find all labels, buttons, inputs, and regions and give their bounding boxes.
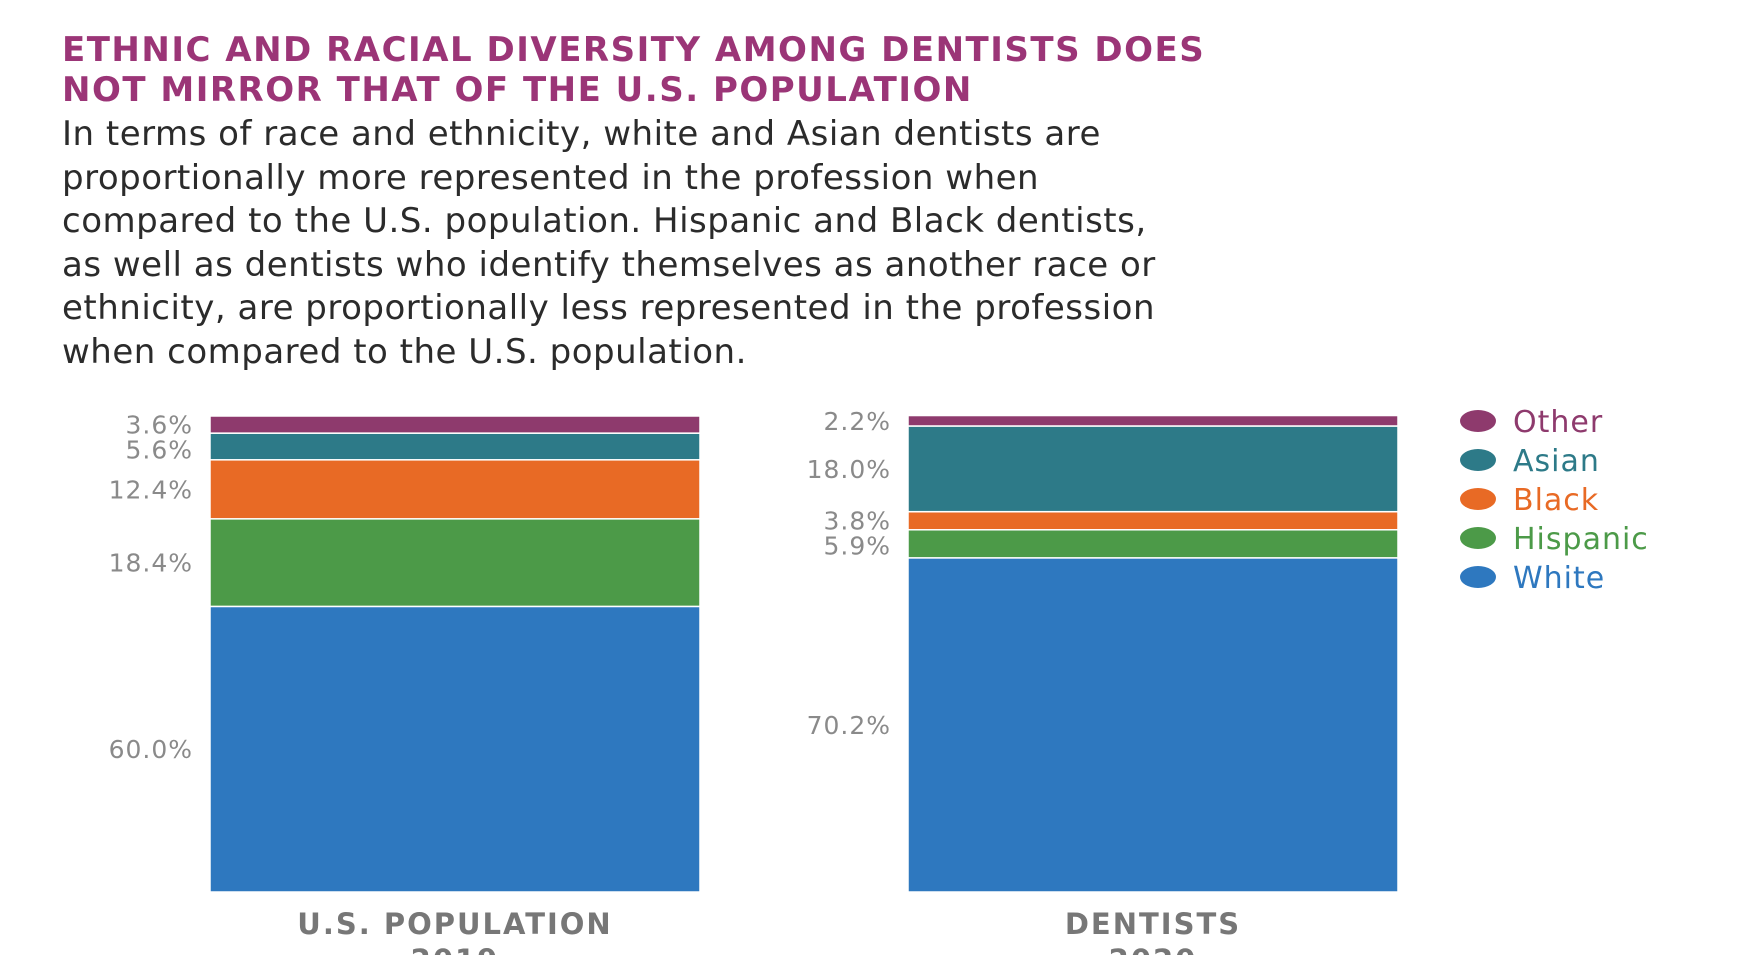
data-label-other-1: 3.6% [125,411,193,440]
category-label-1-line-2: 2019 [411,943,500,955]
legend-swatch-asian [1460,449,1496,471]
bar-asian-1 [209,432,701,461]
bar-white-2 [907,557,1399,893]
bar-hispanic-1 [209,518,701,608]
legend-swatch-black [1460,488,1496,510]
data-label-white-2: 70.2% [807,711,891,740]
bar-other-2 [907,414,1399,427]
bar-asian-2 [907,425,1399,513]
legend-label-black: Black [1513,483,1599,518]
chart-title: ETHNIC AND RACIAL DIVERSITY AMONG DENTIS… [62,30,1206,110]
bar-hispanic-2 [907,529,1399,559]
data-label-black-2: 3.8% [823,507,891,536]
legend-label-white: White [1513,561,1605,596]
bar-white-1 [209,605,701,893]
data-label-black-1: 12.4% [109,475,193,504]
data-label-other-2: 2.2% [823,407,891,436]
legend-label-hispanic: Hispanic [1513,522,1649,557]
data-label-asian-2: 18.0% [807,455,891,484]
legend-swatch-other [1460,410,1496,432]
data-label-asian-1: 5.6% [125,436,193,465]
data-label-white-1: 60.0% [109,735,193,764]
category-label-2-line-2: 2020 [1109,943,1198,955]
bar-black-1 [209,459,701,520]
category-label-2-line-1: DENTISTS [1065,907,1241,941]
bar-other-1 [209,415,701,434]
bar-black-2 [907,510,1399,531]
legend-label-asian: Asian [1513,444,1600,479]
category-label-1-line-1: U.S. POPULATION [297,907,612,941]
legend-label-other: Other [1513,405,1603,440]
data-label-hispanic-2: 5.9% [823,532,891,561]
chart-subtitle: In terms of race and ethnicity, white an… [62,114,1156,372]
legend-swatch-hispanic [1460,527,1496,549]
data-label-hispanic-1: 18.4% [109,549,193,578]
legend-swatch-white [1460,566,1496,588]
